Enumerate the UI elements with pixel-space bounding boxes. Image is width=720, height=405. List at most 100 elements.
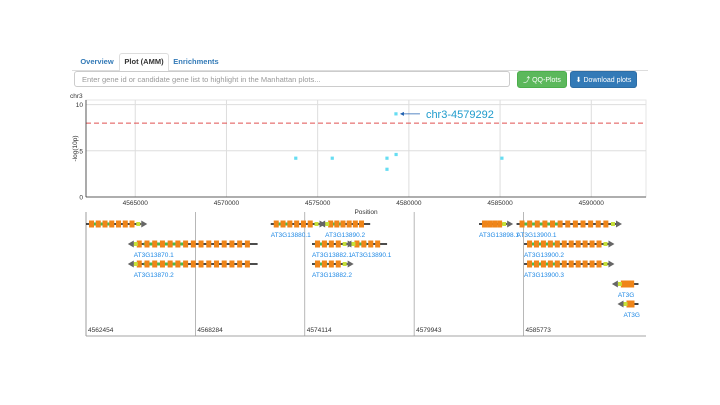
gene-exon <box>221 260 227 268</box>
gene-label[interactable]: AT3G13900.1 <box>517 232 557 239</box>
gene-exon <box>629 280 635 288</box>
gene-utr-end <box>603 242 608 246</box>
gene-label[interactable]: AT3G13900.3 <box>524 272 564 279</box>
snp-point <box>330 156 334 160</box>
gene-label[interactable]: AT3G <box>623 312 640 319</box>
gene-label[interactable]: AT3G13890.2 <box>325 232 365 239</box>
download-plots-label: Download plots <box>583 77 632 84</box>
gene-exon <box>307 220 313 228</box>
gene-exon <box>354 240 360 248</box>
gene-exon <box>144 260 150 268</box>
gene-label[interactable]: AT3G13870.1 <box>134 252 174 259</box>
gene-strand-arrow <box>127 240 134 248</box>
gene-exon <box>334 220 340 228</box>
gene-exon <box>361 240 367 248</box>
gene-exon <box>280 220 286 228</box>
gene-exon <box>497 220 503 228</box>
gene-model: AT3G <box>611 280 639 299</box>
gene-exon <box>183 240 189 248</box>
gene-utr-end <box>623 302 628 306</box>
gene-exon <box>198 260 204 268</box>
annotation-label: chr3-4579292 <box>426 109 494 121</box>
gene-exon <box>575 260 581 268</box>
gene-label[interactable]: AT3G <box>618 292 635 299</box>
gene-exon <box>487 220 493 228</box>
gene-exon <box>89 220 94 228</box>
gene-exon <box>152 240 158 248</box>
gene-strand-arrow <box>319 220 326 228</box>
gene-label[interactable]: AT3G13882.2 <box>312 272 352 279</box>
gene-exon <box>229 260 235 268</box>
annotation-arrow-head <box>399 111 404 116</box>
x-tick-label: 4585000 <box>487 200 513 207</box>
gene-model: AT3G13890.1 <box>345 240 392 259</box>
gene-exon <box>237 260 243 268</box>
gene-exon <box>596 240 602 248</box>
gene-exon <box>183 260 189 268</box>
tab-enrichments[interactable]: Enrichments <box>173 57 219 66</box>
line-chart-icon: ⤴ <box>523 77 531 84</box>
gene-exon <box>568 260 574 268</box>
gene-strand-arrow <box>345 240 352 248</box>
gene-model: AT3G13882.2 <box>312 260 354 279</box>
gene-exon <box>328 260 334 268</box>
gene-exon <box>102 220 108 228</box>
gene-strand-arrow <box>608 240 615 248</box>
gene-utr-end <box>314 222 319 226</box>
gene-utr <box>524 222 560 226</box>
gene-exon <box>540 260 546 268</box>
gene-exon <box>533 260 539 268</box>
gene-exon <box>554 260 560 268</box>
gene-utr-end <box>342 242 347 246</box>
gene-model: AT3G13900.2 <box>524 240 615 259</box>
track-axis-label: 4562454 <box>88 327 114 334</box>
gene-model: AT3G13900.1 <box>516 220 622 239</box>
track-axis-label: 4585773 <box>526 327 552 334</box>
gene-model: AT3G13880.1 <box>270 220 326 239</box>
gene-label[interactable]: AT3G13890.1 <box>351 252 391 259</box>
snp-point <box>394 112 398 116</box>
gene-utr <box>143 242 188 246</box>
track-axis-label: 4568284 <box>197 327 223 334</box>
snp-point <box>500 156 504 160</box>
gene-exon <box>626 300 631 308</box>
gene-strand-arrow <box>127 260 134 268</box>
download-plots-button[interactable]: ⬇ Download plots <box>570 71 637 88</box>
tab-overview[interactable]: Overview <box>80 57 114 66</box>
gene-label[interactable]: AT3G13898.1 <box>479 232 519 239</box>
gene-exon <box>167 260 173 268</box>
gene-exon <box>335 240 341 248</box>
gene-exon <box>519 220 525 228</box>
gene-strand-arrow <box>611 280 618 288</box>
gene-exon <box>527 260 533 268</box>
track-axis-label: 4579943 <box>416 327 442 334</box>
gene-label[interactable]: AT3G13900.2 <box>524 252 564 259</box>
x-tick-label: 4565000 <box>123 200 149 207</box>
gene-model: AT3G13870.2 <box>127 260 258 279</box>
x-tick-label: 4580000 <box>396 200 422 207</box>
gene-exon <box>340 220 346 228</box>
gene-exon <box>167 240 173 248</box>
qq-plots-button[interactable]: ⤴ QQ-Plots <box>517 71 567 88</box>
gene-strand-arrow <box>141 220 148 228</box>
gene-strand-arrow <box>615 220 622 228</box>
gene-exon <box>175 240 181 248</box>
gene-exon <box>625 280 630 288</box>
gene-search-input[interactable] <box>74 71 510 87</box>
gene-label[interactable]: AT3G13882.1 <box>312 252 352 259</box>
gene-label[interactable]: AT3G13870.2 <box>134 272 174 279</box>
gene-utr <box>143 262 188 266</box>
gene-exon <box>237 240 243 248</box>
gene-utr-end <box>133 262 138 266</box>
gene-strand-arrow <box>347 260 354 268</box>
gene-exon <box>328 240 334 248</box>
gene-exon <box>175 260 181 268</box>
gene-exon <box>95 220 101 228</box>
gene-exon <box>629 300 635 308</box>
gene-label[interactable]: AT3G13880.1 <box>271 232 311 239</box>
gene-exon <box>129 220 135 228</box>
gene-exon <box>198 240 204 248</box>
gene-utr-end <box>133 242 138 246</box>
gene-exon <box>368 240 374 248</box>
